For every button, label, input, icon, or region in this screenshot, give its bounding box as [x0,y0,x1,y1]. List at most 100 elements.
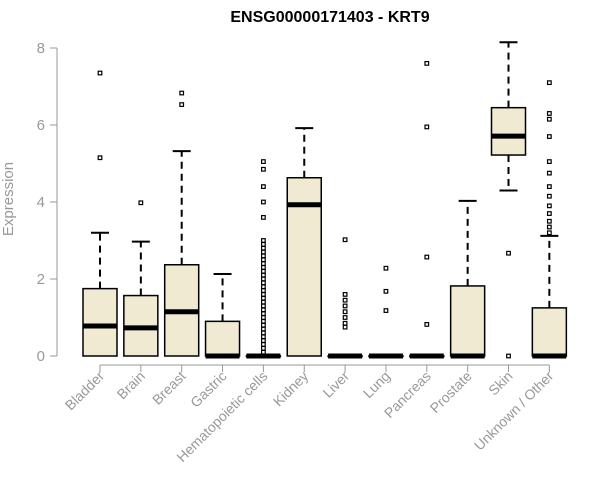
outlier-point [261,276,266,282]
outlier-point [138,200,144,206]
y-tick-label: 0 [37,348,45,365]
outlier-point [342,292,348,297]
box-pancreas [409,60,445,359]
outlier-point [546,170,552,176]
outlier-point [261,322,266,328]
box-breast [163,90,200,357]
outlier-point [261,326,266,332]
outlier-point [261,315,266,320]
box-rect [531,307,568,357]
outlier-point [342,315,348,320]
y-axis-label: Expression [0,162,17,236]
outlier-point [546,211,552,216]
outlier-point [383,308,389,313]
outlier-point [342,324,348,330]
box-bladder [82,70,118,357]
box-prostate [449,199,486,359]
box-kidney [286,127,322,357]
y-tick-label: 6 [37,117,45,134]
outlier-point [179,102,185,107]
box-brain [123,200,159,357]
outlier-point [424,60,430,66]
box-rect [449,285,486,357]
outlier-point [342,309,348,315]
x-tick-label: Liver [319,368,352,401]
outlier-point [179,90,185,96]
boxes-group [82,41,568,359]
box-lung [368,265,404,359]
outlier-point [342,297,348,303]
outlier-point [261,292,266,297]
x-tick-label: Lung [360,368,393,401]
outlier-point [261,284,266,290]
outlier-point [383,265,389,271]
outlier-point [546,203,552,209]
outlier-point [342,320,348,326]
outlier-point [261,215,266,220]
box-hematopoietic-cells [245,159,282,359]
outlier-point [261,303,266,309]
outlier-point [546,230,552,236]
outlier-point [383,288,389,294]
outlier-point [261,334,266,340]
outlier-point [506,250,511,256]
outlier-point [546,218,552,224]
x-tick-label: Kidney [270,368,312,410]
outlier-point [261,265,266,270]
outlier-point [261,159,266,164]
outlier-point [261,166,266,172]
outlier-point [261,261,266,266]
outlier-point [261,257,266,263]
x-tick-label: Brain [114,368,148,402]
outlier-point [261,311,266,317]
outlier-point [261,245,266,251]
axes-group: 0 2 4 6 8 [37,40,550,372]
box-unknown-other [531,80,568,359]
outlier-point [546,80,552,86]
outlier-point [424,124,430,130]
outlier-point [546,134,552,139]
box-gastric [204,272,241,359]
outlier-point [261,307,266,313]
box-rect [204,320,241,357]
outlier-point [546,159,552,164]
outlier-point [424,322,430,327]
y-tick-label: 8 [37,40,45,57]
box-rect [490,106,527,156]
outlier-point [546,224,552,230]
outlier-point [546,184,552,190]
outlier-point [546,193,552,199]
outlier-point [342,303,348,309]
outlier-point [261,253,266,259]
box-rect [286,176,322,357]
box-skin [490,41,527,359]
y-tick-label: 2 [37,271,45,288]
box-liver [327,237,363,359]
outlier-point [546,116,552,122]
y-tick-label: 4 [37,194,45,211]
x-tick-label: Breast [149,368,189,408]
outlier-point [97,70,103,76]
outlier-point [261,268,266,274]
outlier-point [261,199,266,205]
outlier-point [261,238,266,243]
outlier-point [261,318,266,324]
outlier-point [261,272,266,278]
box-rect [82,287,118,357]
outlier-point [97,155,103,161]
outlier-point [261,184,266,190]
outlier-point [261,280,266,286]
outlier-point [506,353,511,359]
outlier-point [261,342,266,347]
outlier-point [546,111,552,116]
outlier-point [261,295,266,301]
x-tick-label: Prostate [427,368,475,416]
x-tick-label: Bladder [62,368,108,414]
outlier-point [261,299,266,305]
x-tick-label: Skin [485,368,516,399]
outlier-point [261,288,266,293]
outlier-point [261,249,266,255]
outlier-point [342,237,348,243]
